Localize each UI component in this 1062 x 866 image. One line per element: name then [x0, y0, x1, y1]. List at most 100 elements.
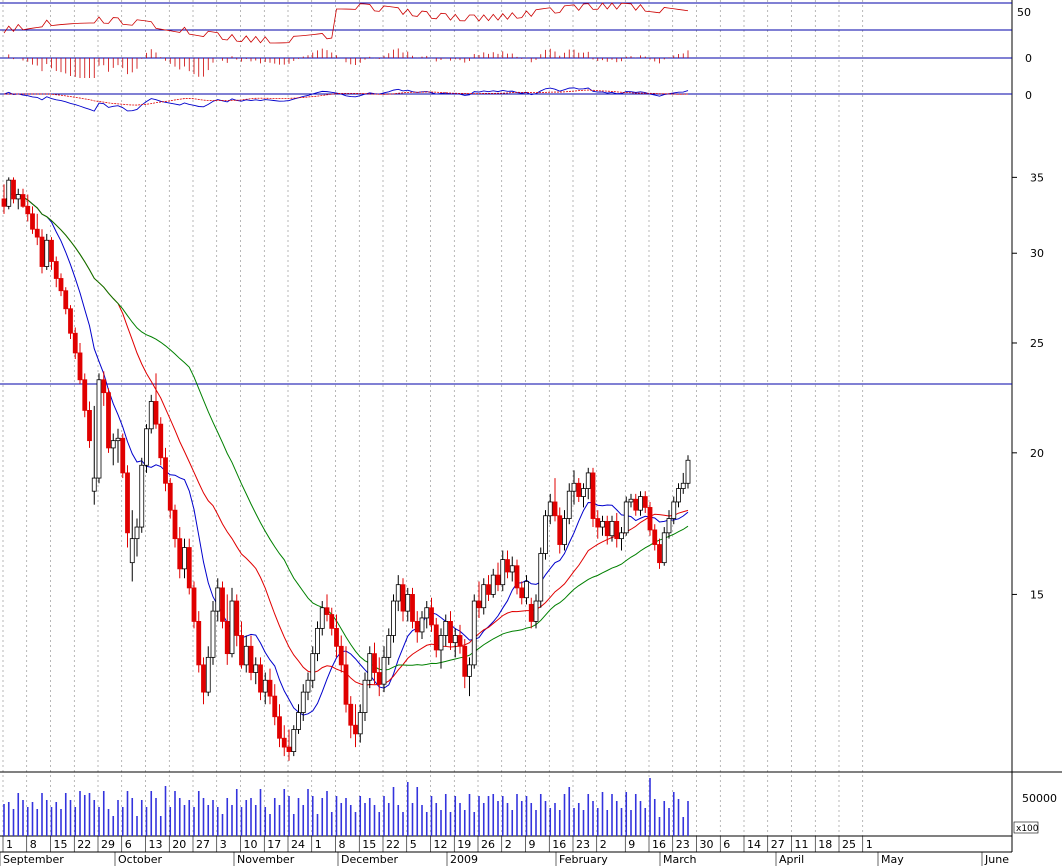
date-tick-label: 15: [54, 838, 68, 851]
candle-body: [182, 547, 187, 570]
date-tick-label: 17: [267, 838, 281, 851]
date-tick-label: 23: [676, 838, 690, 851]
candle-body: [210, 610, 216, 658]
candle-body: [338, 645, 344, 666]
candle-body: [277, 716, 282, 739]
candle-body: [471, 600, 477, 666]
candle-body: [348, 703, 354, 726]
candle-body: [557, 515, 563, 545]
candle-body: [391, 600, 396, 636]
date-tick-label: 22: [386, 838, 400, 851]
candle-body: [177, 538, 183, 570]
candle-body: [58, 278, 64, 292]
candle-body: [467, 664, 472, 677]
osc-signal-line: [4, 89, 689, 106]
candle-body: [476, 600, 482, 609]
candle-body: [101, 379, 107, 394]
candle-body: [376, 672, 382, 685]
date-tick-label: 16: [552, 838, 566, 851]
candle-body: [158, 423, 164, 459]
volume-bars: [3, 778, 689, 836]
candle-body: [595, 518, 601, 528]
candle-body: [562, 518, 567, 545]
candle-body: [229, 600, 235, 655]
macd-tick-label: 0: [1025, 52, 1032, 65]
candle-body: [581, 488, 586, 497]
candle-body: [490, 574, 496, 595]
candle-body: [110, 440, 116, 449]
candle-body: [272, 695, 278, 718]
date-tick-label: 25: [842, 838, 856, 851]
candle-body: [68, 308, 73, 334]
candle-body: [120, 437, 126, 474]
candle-body: [685, 459, 691, 484]
candle-body: [419, 617, 425, 633]
candle-body: [310, 653, 316, 681]
price-tick-label: 20: [1030, 447, 1044, 460]
candle-body: [1, 198, 7, 207]
candle-body: [125, 472, 130, 534]
candle-body: [63, 290, 69, 310]
osc-line: [3, 87, 689, 112]
candle-body: [666, 518, 672, 534]
candle-body: [609, 520, 615, 537]
candle-body: [543, 515, 548, 554]
candle-body: [115, 437, 121, 442]
candle-body: [619, 532, 624, 540]
date-tick-label: 23: [576, 838, 590, 851]
date-axis: 1 8 15 22 29 6 13 20 27 3 10 17 24 1 8 15 22 5 12 19 26 2 9 16 2…: [0, 836, 1009, 866]
candle-body: [405, 594, 411, 612]
candle-body: [300, 691, 306, 713]
date-tick-label: 24: [291, 838, 305, 851]
volume-multiplier-label: x100: [1016, 824, 1039, 834]
candle-body: [205, 656, 211, 693]
candle-body: [381, 656, 387, 685]
candlesticks: [1, 177, 691, 761]
candle-body: [15, 194, 21, 200]
candle-body: [106, 392, 111, 449]
candle-body: [267, 679, 273, 697]
date-tick-label: 18: [818, 838, 832, 851]
candle-body: [433, 624, 439, 651]
candle-body: [429, 607, 434, 626]
candle-body: [172, 509, 178, 540]
candle-body: [91, 477, 97, 492]
date-tick-label: 8: [339, 838, 346, 851]
candle-body: [505, 559, 510, 573]
candle-body: [163, 457, 168, 484]
candle-body: [134, 526, 140, 540]
date-tick-label: 10: [244, 838, 258, 851]
candle-body: [44, 239, 50, 267]
date-tick-label: 1: [866, 838, 873, 851]
candle-body: [642, 496, 648, 508]
date-tick-label: 30: [700, 838, 714, 851]
candle-body: [600, 520, 605, 528]
price-tick-label: 15: [1030, 588, 1044, 601]
price-tick-label: 25: [1030, 337, 1044, 350]
candle-body: [153, 401, 159, 425]
candle-body: [224, 621, 230, 655]
date-tick-label: 20: [172, 838, 186, 851]
date-tick-label: 6: [125, 838, 132, 851]
candle-body: [87, 410, 92, 442]
date-tick-label: 1: [315, 838, 322, 851]
candle-body: [462, 645, 468, 677]
date-tick-label: 6: [723, 838, 730, 851]
candle-body: [452, 635, 458, 644]
candle-body: [11, 179, 16, 200]
candle-body: [139, 464, 145, 528]
candle-body: [638, 496, 643, 511]
month-label: March: [663, 853, 697, 866]
candle-body: [633, 498, 639, 511]
date-tick-label: 3: [220, 838, 227, 851]
candle-body: [652, 529, 658, 545]
candle-body: [291, 729, 297, 752]
date-tick-label: 12: [434, 838, 448, 851]
month-label: February: [559, 853, 608, 866]
candle-body: [144, 428, 149, 466]
candle-body: [566, 490, 572, 519]
candle-body: [357, 712, 363, 735]
date-tick-label: 15: [362, 838, 376, 851]
date-tick-label: 16: [652, 838, 666, 851]
